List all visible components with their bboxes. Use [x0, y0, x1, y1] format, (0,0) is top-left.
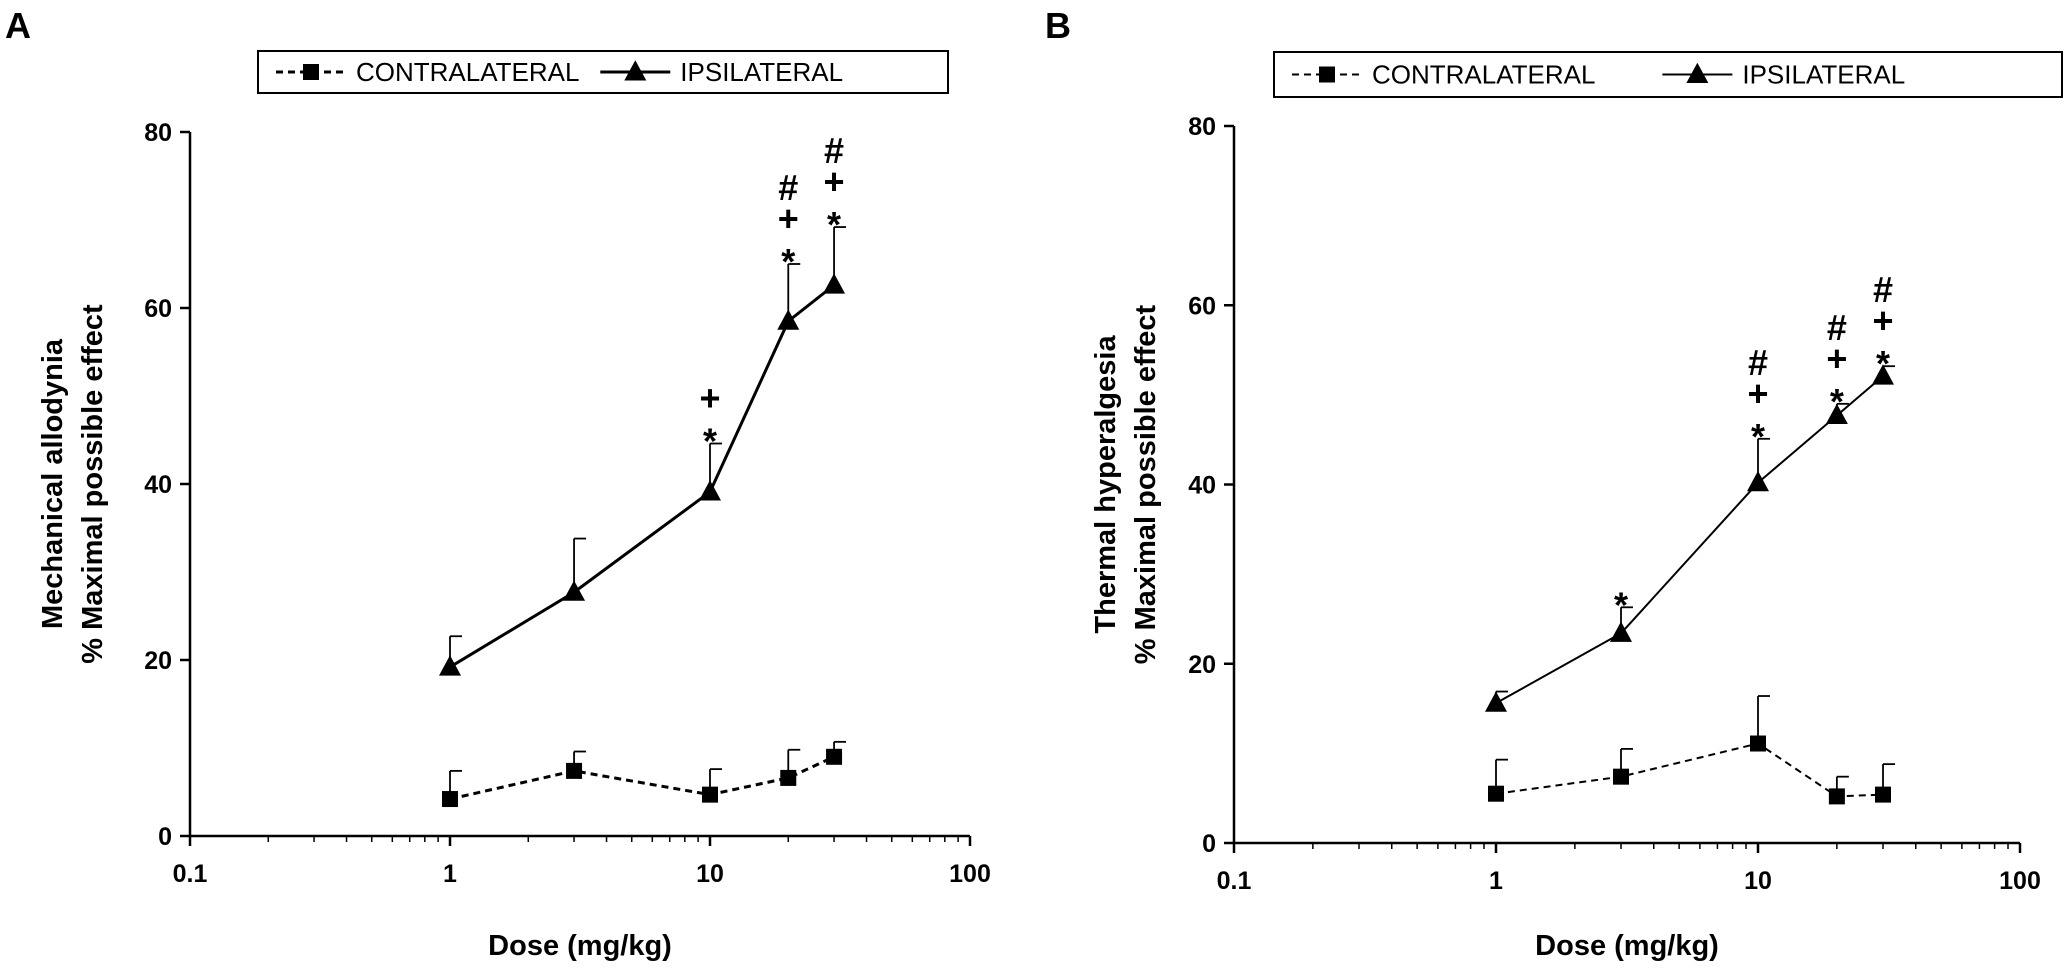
chart-a-point-ipsilateral	[777, 309, 800, 330]
chart-a-legend-marker-ipsilateral	[624, 60, 647, 81]
chart-a-x-axis-title: Dose (mg/kg)	[488, 930, 672, 962]
chart-a-point-ipsilateral	[699, 480, 721, 501]
chart-b-y-axis-title-line: % Maximal possible effect	[1130, 304, 1162, 664]
chart-b-x-tick-label: 10	[1744, 867, 1772, 895]
chart-a-y-tick-label: 80	[144, 119, 172, 147]
chart-b-y-axis-title-line: Thermal hyperalgesia	[1090, 335, 1122, 634]
chart-a-significance-symbol: #	[778, 167, 798, 208]
chart-b-line-ipsilateral	[1495, 375, 1884, 705]
chart-a-point-ipsilateral	[439, 655, 461, 676]
chart-b-point-contralateral	[1828, 788, 1845, 805]
chart-b-y-tick-label: 0	[1202, 830, 1216, 858]
chart-a-line-contralateral	[449, 755, 835, 801]
chart-a-x-tick-label: 100	[949, 860, 991, 888]
chart-a-point-contralateral	[826, 748, 843, 765]
chart-b-legend: CONTRALATERAL IPSILATERAL	[1273, 51, 2063, 98]
chart-b-series-contralateral	[1488, 695, 1896, 805]
chart-a-significance-symbol: #	[824, 130, 844, 171]
chart-a-y-axis-title-line: Mechanical allodynia	[37, 338, 69, 629]
chart-a-point-ipsilateral	[563, 580, 586, 601]
chart-b-significance-marks: #+*	[1872, 269, 1893, 384]
chart-a-x-tick-label: 0.1	[173, 860, 208, 888]
chart-b-point-ipsilateral	[1825, 403, 1848, 425]
chart-b-y-tick-label: 80	[1188, 113, 1216, 141]
chart-a-y-tick-label: 20	[144, 647, 172, 675]
chart-b-significance-symbol: +	[1826, 338, 1847, 379]
chart-a-legend-marker-contralateral	[303, 64, 319, 80]
chart-a-point-contralateral	[442, 791, 458, 808]
chart-b-x-tick-label: 100	[1999, 867, 2041, 895]
chart-a-significance-marks: #+*	[824, 130, 845, 245]
chart-a-y-tick-label: 60	[144, 295, 172, 323]
chart-b-point-contralateral	[1488, 785, 1504, 802]
chart-b-point-ipsilateral	[1485, 691, 1507, 712]
chart-a-point-contralateral	[566, 762, 583, 779]
chart-b-panel-letter: B	[1045, 5, 1071, 46]
chart-b-significance-symbol: *	[1830, 381, 1844, 422]
chart-b-significance-symbol: +	[1872, 300, 1893, 341]
chart-a-significance-symbol: *	[781, 241, 795, 282]
chart-b-series-ipsilateral	[1485, 364, 1896, 712]
chart-b-significance-marks: #+*	[1747, 342, 1768, 457]
chart-b-legend-marker-ipsilateral	[1686, 62, 1709, 84]
chart-a-series-ipsilateral	[439, 226, 847, 676]
chart-b-significance-marks: *	[1614, 584, 1628, 625]
chart-b-legend-box	[1273, 51, 2063, 98]
chart-b-x-tick-label: 0.1	[1217, 867, 1252, 895]
chart-a-y-tick-label: 0	[158, 823, 172, 851]
chart-b-y-tick-label: 60	[1188, 292, 1216, 320]
chart-b: B 0 20 40 60 80 0.1 1 10 100 Dose (mg/kg) Thermal h…	[1045, 5, 2063, 962]
chart-a-significance-symbol: *	[703, 421, 717, 462]
chart-a-significance-symbol: +	[699, 378, 720, 419]
chart-b-significance-symbol: +	[1747, 373, 1768, 414]
chart-a-line-ipsilateral	[449, 283, 835, 669]
chart-b-point-ipsilateral	[1747, 470, 1769, 492]
chart-a-significance-marks: +*	[699, 378, 720, 462]
chart-b-significance-symbol: *	[1876, 343, 1890, 384]
chart-b-point-contralateral	[1613, 768, 1630, 785]
chart-a-y-tick-label: 40	[144, 471, 172, 499]
chart-b-point-ipsilateral	[1610, 621, 1633, 642]
chart-a-series-contralateral	[442, 740, 847, 808]
chart-b-significance-marks: #+*	[1826, 307, 1847, 422]
chart-b-legend-label-ipsilateral: IPSILATERAL	[1742, 60, 1905, 90]
chart-b-x-tick-label: 1	[1489, 867, 1503, 895]
chart-a-legend-label-contralateral: CONTRALATERAL	[356, 57, 579, 87]
chart-a-significance-marks: #+*	[778, 167, 799, 282]
chart-b-significance-symbol: #	[1873, 269, 1893, 310]
chart-b-significance-symbol: #	[1748, 342, 1768, 383]
chart-a-panel-letter: A	[5, 5, 31, 46]
chart-a-significance-symbol: +	[778, 198, 799, 239]
chart-b-x-axis-title: Dose (mg/kg)	[1535, 930, 1719, 962]
chart-a-point-contralateral	[702, 786, 718, 803]
chart-b-line-contralateral	[1495, 742, 1884, 798]
chart-a-y-axis-title-line: % Maximal possible effect	[77, 304, 109, 664]
chart-b-y-tick-label: 20	[1188, 651, 1216, 679]
chart-b-point-contralateral	[1750, 735, 1766, 752]
chart-a-point-ipsilateral	[823, 273, 846, 294]
chart-b-legend-marker-contralateral	[1319, 66, 1335, 83]
chart-b-legend-label-contralateral: CONTRALATERAL	[1372, 60, 1595, 90]
chart-a-significance-symbol: +	[824, 161, 845, 202]
chart-a-legend-label-ipsilateral: IPSILATERAL	[680, 57, 843, 87]
chart-b-point-ipsilateral	[1872, 364, 1895, 385]
chart-a-point-contralateral	[780, 769, 797, 786]
chart-a-significance-symbol: *	[827, 204, 841, 245]
chart-b-point-contralateral	[1875, 786, 1892, 803]
chart-a-legend: CONTRALATERAL IPSILATERAL	[257, 50, 949, 94]
chart-b-y-tick-label: 40	[1188, 472, 1216, 500]
chart-b-significance-symbol: *	[1614, 584, 1628, 625]
chart-a-x-tick-label: 10	[696, 860, 724, 888]
chart-b-significance-symbol: *	[1751, 416, 1765, 457]
chart-a: A 0 20 40 60 80 0.1 1 10 100 Dose (mg/kg) Mechanica…	[5, 5, 991, 962]
chart-b-significance-symbol: #	[1827, 307, 1847, 348]
chart-a-x-tick-label: 1	[443, 860, 457, 888]
